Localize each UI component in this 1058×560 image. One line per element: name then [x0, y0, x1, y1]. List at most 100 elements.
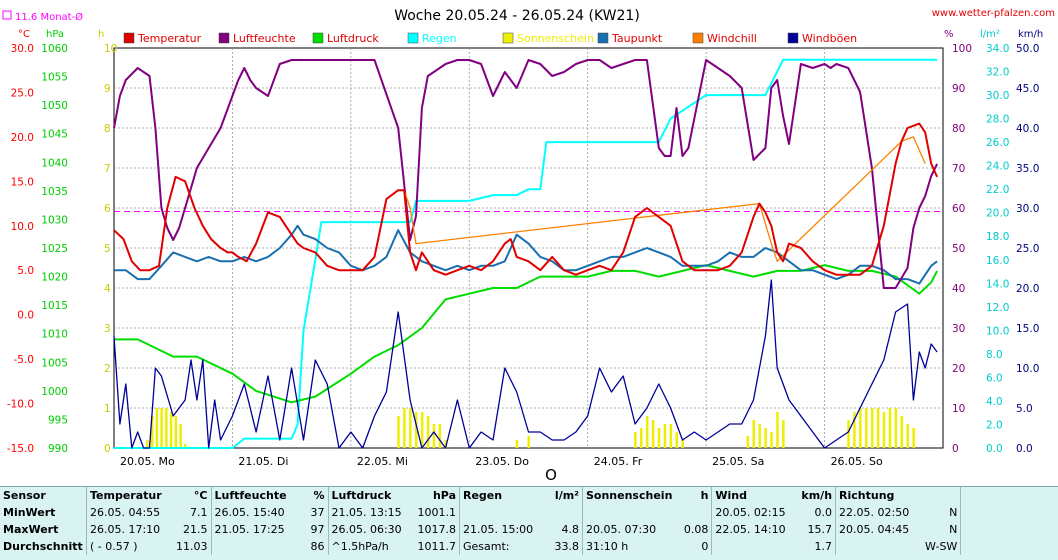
sunshine-bar	[184, 444, 187, 448]
temp-tick-label: -5.0	[14, 354, 35, 366]
sun-time	[582, 504, 676, 521]
dir-time: 22.05. 02:50	[835, 504, 923, 521]
temp-tick-label: 20.0	[11, 132, 34, 144]
dir-value: W-SW	[925, 540, 958, 553]
temp-tick-label: 15.0	[11, 176, 34, 188]
header-sensor: Sensor	[3, 489, 46, 502]
sunshine-bar	[770, 432, 773, 448]
sunshine-bar	[663, 424, 667, 448]
sunshine-bar	[876, 408, 880, 448]
legend-label: Taupunkt	[611, 32, 663, 45]
header-rain: Regen	[459, 487, 546, 504]
wind-tick-label: 40.0	[1016, 123, 1039, 135]
chart-title: Woche 20.05.24 - 26.05.24 (KW21)	[394, 8, 640, 24]
wind-tick-label: 50.0	[1016, 43, 1039, 55]
stats-empty-cell	[960, 538, 1058, 555]
pressure-tick-label: 1030	[41, 214, 68, 226]
plot-area	[113, 47, 944, 449]
header-temp: Temperatur	[86, 487, 173, 504]
rain-tick-label: 12.0	[986, 302, 1009, 314]
header-hum-unit: %	[313, 489, 325, 502]
temp-tick-label: 10.0	[11, 221, 34, 233]
sun-time: 20.05. 07:30	[582, 521, 676, 538]
legend-label: Windchill	[707, 32, 757, 45]
sunshine-bar	[444, 440, 448, 448]
monthly-avg-label: 11.6 Monat-Ø	[15, 11, 83, 23]
sunshine-tick-label: 5	[104, 243, 111, 255]
humidity-tick-label: 0	[952, 443, 959, 455]
temp-time: ( - 0.57 )	[86, 538, 173, 555]
temp-tick-label: 5.0	[17, 265, 34, 277]
legend-swatch	[502, 32, 514, 44]
pressure-tick-label: 990	[48, 443, 68, 455]
sunshine-bar	[515, 440, 519, 448]
wind-unit-label: km/h	[1018, 29, 1043, 40]
sunshine-tick-label: 9	[104, 83, 111, 95]
series-line-luftdruck	[114, 264, 938, 404]
row-label: Durchschnitt	[3, 540, 83, 553]
dir-value: N	[949, 523, 958, 536]
temp-tick-label: 25.0	[11, 87, 34, 99]
sunshine-tick-label: 6	[104, 203, 111, 215]
rain-unit-label: l/m²	[980, 29, 1000, 40]
sunshine-bar	[420, 412, 424, 448]
hum-value: 97	[310, 523, 325, 536]
humidity-unit-label: %	[944, 29, 954, 40]
sunshine-tick-label: 0	[104, 443, 111, 455]
wind-tick-label: 10.0	[1016, 363, 1039, 375]
x-tick-label: 25.05. Sa	[712, 455, 764, 468]
pressure-tick-label: 1005	[41, 357, 68, 369]
sunshine-unit-label: h	[98, 29, 104, 40]
series-line-taupunkt	[114, 224, 938, 285]
sunshine-tick-label: 2	[104, 363, 111, 375]
humidity-tick-label: 40	[952, 283, 965, 295]
sunshine-bar	[859, 408, 862, 448]
sunshine-bar	[645, 416, 649, 448]
press-time: 21.05. 13:15	[327, 504, 415, 521]
legend-swatch	[787, 32, 799, 44]
press-time: 26.05. 06:30	[327, 521, 415, 538]
sunshine-bar	[782, 420, 785, 448]
temp-tick-label: -15.0	[7, 443, 34, 455]
humidity-tick-label: 10	[952, 403, 965, 415]
sunshine-bar	[414, 412, 418, 448]
temp-value: 11.03	[176, 540, 208, 553]
sunshine-bar	[906, 424, 909, 448]
hum-value: 37	[310, 506, 325, 519]
rain-value: 33.8	[554, 540, 580, 553]
series-line-regen	[114, 58, 938, 449]
sunshine-bar	[634, 432, 637, 448]
stats-empty-cell	[960, 521, 1058, 538]
pressure-tick-label: 1045	[41, 129, 68, 141]
sunshine-bar	[669, 424, 673, 448]
pressure-unit-label: hPa	[46, 29, 64, 40]
grid	[113, 47, 944, 449]
wind-tick-label: 5.0	[1016, 403, 1033, 415]
x-tick-label: 22.05. Mi	[357, 455, 408, 468]
legend-swatch	[597, 32, 609, 44]
rain-tick-label: 32.0	[986, 67, 1009, 79]
sunshine-tick-label: 7	[104, 163, 111, 175]
wind-tick-label: 0.0	[1016, 443, 1033, 455]
sunshine-tick-label: 8	[104, 123, 111, 135]
sunshine-bar	[150, 416, 154, 448]
temp-value: 21.5	[183, 523, 208, 536]
stats-row-avg: Durchschnitt ( - 0.57 ) 11.03 86 ^1.5hPa…	[0, 538, 1058, 555]
legend-swatch	[218, 32, 230, 44]
series-line-windböen	[113, 279, 938, 449]
header-hum: Luftfeuchte	[210, 487, 298, 504]
sunshine-bar	[397, 416, 400, 448]
source-link[interactable]: www.wetter-pfalzen.com	[932, 8, 1055, 19]
sunshine-bar	[758, 424, 761, 448]
legend-label: Temperatur	[137, 32, 202, 45]
sunshine-bar	[165, 408, 168, 448]
legend-swatch	[407, 32, 419, 44]
humidity-tick-label: 50	[952, 243, 965, 255]
x-tick-label: 20.05. Mo	[120, 455, 175, 468]
hum-value: 86	[310, 540, 325, 553]
press-time: ^1.5hPa/h	[327, 538, 415, 555]
sunshine-bar	[527, 436, 530, 448]
sunshine-bar	[746, 436, 750, 448]
temp-value: 7.1	[190, 506, 208, 519]
temp-time: 26.05. 04:55	[86, 504, 173, 521]
